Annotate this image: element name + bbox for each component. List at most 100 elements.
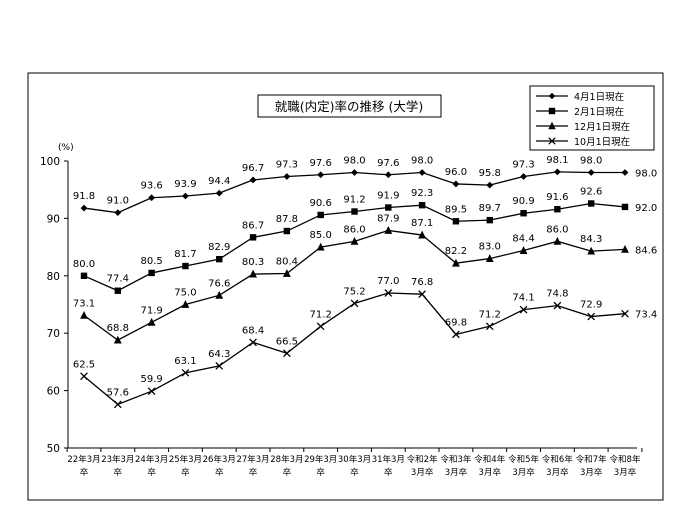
y-tick-label: 100	[40, 156, 60, 168]
data-label: 82.9	[208, 242, 230, 253]
data-label: 77.4	[107, 274, 129, 285]
legend-item: 12月1日現在	[536, 121, 630, 133]
data-label: 98.0	[411, 155, 433, 166]
x-tick-label: 26年3月卒	[203, 454, 236, 478]
data-point	[215, 362, 224, 370]
data-point	[384, 289, 393, 297]
legend-item: 4月1日現在	[536, 91, 624, 103]
data-label: 84.4	[512, 234, 534, 245]
data-label: 91.0	[107, 196, 129, 207]
data-point	[113, 400, 122, 409]
data-point	[587, 200, 595, 207]
data-point	[147, 317, 156, 326]
data-label: 92.3	[411, 188, 433, 199]
data-label: 73.1	[73, 298, 95, 309]
x-tick-label: 令和5年 3月卒	[508, 454, 539, 478]
data-point	[181, 300, 190, 308]
series-layer: 91.8 91.0 93.6 93.9 94.4 96.7 97.3 97.6 98.0 97.6…	[73, 155, 657, 409]
data-point	[316, 242, 325, 251]
data-label: 96.7	[242, 163, 264, 174]
data-point	[317, 171, 325, 179]
data-label: 80.4	[276, 257, 298, 268]
data-point	[418, 230, 427, 239]
data-label: 97.3	[276, 159, 298, 170]
x-tick-label: 令和8年 3月卒	[610, 454, 641, 478]
data-label: 77.0	[377, 276, 399, 287]
data-label: 74.1	[512, 293, 534, 304]
data-point	[553, 236, 562, 245]
data-label: 98.0	[635, 168, 657, 179]
data-point	[216, 255, 223, 263]
data-point	[452, 258, 460, 267]
series-3: 73.1 68.8 71.9 75.0 76.6 80.3 80.4 85.0 86.0 87.9…	[73, 213, 657, 344]
legend-marker	[548, 121, 556, 130]
data-label: 76.8	[411, 277, 433, 288]
data-label: 73.4	[635, 310, 657, 321]
y-axis: 50 60 70 80 90 100	[40, 156, 69, 455]
data-point	[350, 299, 359, 308]
x-tick-label: 28年3月卒	[270, 454, 303, 478]
legend-label: 12月1日現在	[574, 121, 630, 133]
y-tick-label: 80	[47, 271, 60, 283]
data-point	[553, 168, 561, 176]
data-label: 92.6	[580, 186, 602, 197]
data-label: 86.7	[242, 220, 264, 231]
data-point	[587, 246, 596, 255]
data-label: 86.0	[546, 224, 568, 235]
y-tick-label: 70	[47, 328, 60, 340]
data-label: 80.5	[140, 256, 162, 267]
data-point	[282, 269, 291, 277]
legend-label: 10月1日現在	[574, 136, 630, 148]
legend-item: 2月1日現在	[536, 106, 624, 118]
data-point	[215, 189, 223, 197]
chart-title: 就職(内定)率の推移 (大学)	[275, 99, 423, 114]
data-label: 97.3	[512, 159, 534, 170]
data-label: 71.9	[140, 305, 162, 316]
data-label: 89.5	[445, 204, 467, 215]
data-label: 90.9	[512, 196, 534, 207]
data-label: 87.9	[377, 213, 399, 224]
data-label: 85.0	[310, 230, 332, 241]
series-1: 91.8 91.0 93.6 93.9 94.4 96.7 97.3 97.6 98.0 97.6…	[73, 155, 657, 217]
data-point	[80, 372, 88, 381]
data-point	[182, 262, 189, 270]
data-label: 62.5	[73, 359, 95, 370]
data-point	[384, 226, 393, 234]
data-label: 89.7	[479, 203, 501, 214]
data-label: 68.4	[242, 325, 264, 336]
data-label: 91.6	[546, 192, 568, 203]
data-point	[452, 180, 460, 188]
data-point	[621, 309, 629, 318]
data-point	[80, 311, 88, 319]
data-point	[452, 330, 460, 339]
data-label: 82.2	[445, 246, 467, 257]
data-label: 87.8	[276, 214, 298, 225]
data-point	[182, 192, 189, 200]
data-label: 83.0	[479, 242, 501, 253]
data-label: 72.9	[580, 300, 602, 311]
data-label: 95.8	[479, 168, 501, 179]
data-point	[452, 218, 460, 225]
x-tick-label: 令和6年 3月卒	[542, 454, 573, 478]
x-tick-label: 29年3月卒	[304, 454, 337, 478]
x-tick-label: 27年3月卒	[236, 454, 269, 478]
data-point	[147, 387, 156, 396]
data-point	[80, 272, 88, 279]
data-label: 87.1	[411, 218, 433, 229]
data-label: 80.0	[73, 259, 95, 270]
data-label: 91.9	[377, 190, 399, 201]
data-point	[520, 173, 527, 180]
x-tick-label: 25年3月卒	[169, 454, 202, 478]
data-point	[114, 287, 122, 294]
y-tick-label: 60	[47, 386, 60, 398]
data-label: 71.2	[479, 309, 501, 320]
data-label: 66.5	[276, 336, 298, 347]
data-point	[249, 269, 257, 278]
data-point	[621, 203, 629, 211]
data-point	[554, 206, 561, 213]
legend-item: 10月1日現在	[536, 136, 630, 148]
data-point	[351, 208, 358, 215]
data-label: 81.7	[174, 249, 196, 260]
data-label: 84.6	[635, 245, 657, 256]
